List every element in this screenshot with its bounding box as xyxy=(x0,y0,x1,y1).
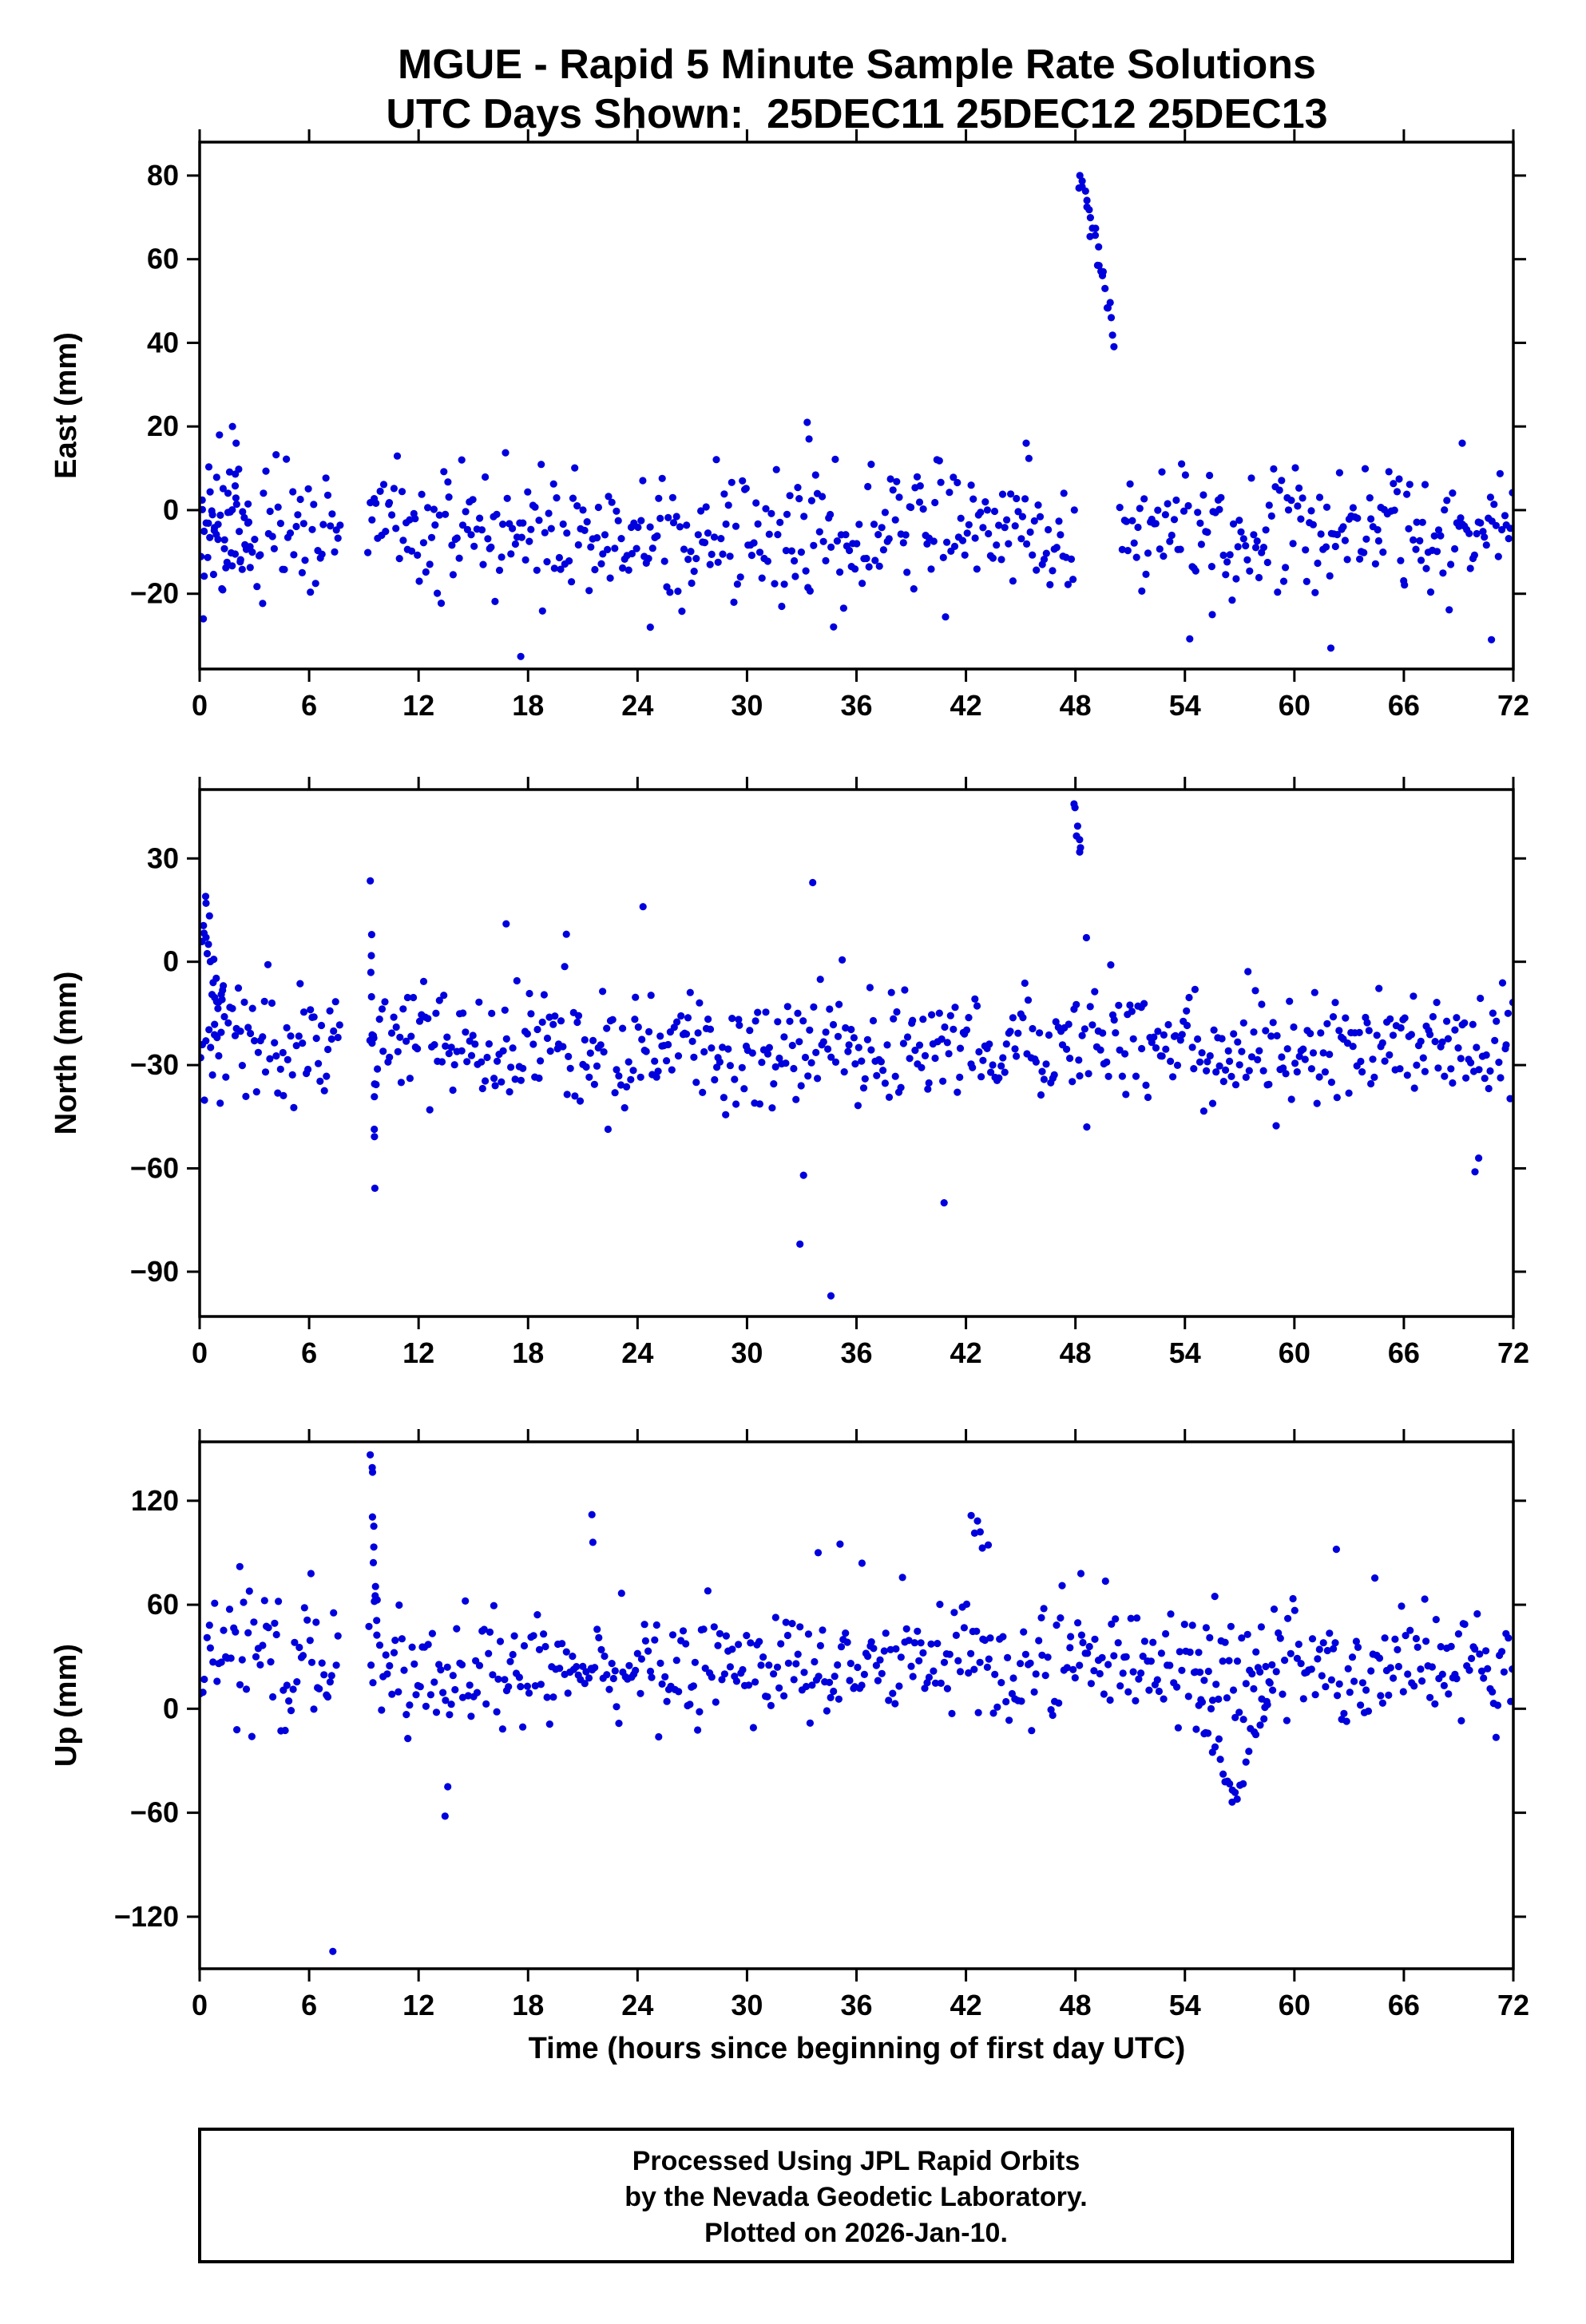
y-axis-label-east: East (mm) xyxy=(50,332,83,479)
svg-text:−60: −60 xyxy=(130,1152,179,1185)
svg-text:12: 12 xyxy=(402,689,434,722)
svg-text:60: 60 xyxy=(147,243,179,275)
svg-text:60: 60 xyxy=(1279,689,1310,722)
svg-text:12: 12 xyxy=(402,1989,434,2021)
svg-text:30: 30 xyxy=(731,1989,763,2021)
svg-text:24: 24 xyxy=(621,1336,653,1369)
svg-text:42: 42 xyxy=(950,689,982,722)
svg-text:48: 48 xyxy=(1060,1989,1092,2021)
svg-text:72: 72 xyxy=(1497,689,1529,722)
svg-text:0: 0 xyxy=(192,1336,208,1369)
svg-text:54: 54 xyxy=(1169,689,1201,722)
svg-text:120: 120 xyxy=(131,1484,179,1517)
svg-text:72: 72 xyxy=(1497,1989,1529,2021)
svg-text:24: 24 xyxy=(621,1989,653,2021)
svg-text:0: 0 xyxy=(163,945,179,978)
svg-text:18: 18 xyxy=(512,689,544,722)
svg-text:18: 18 xyxy=(512,1989,544,2021)
svg-text:42: 42 xyxy=(950,1336,982,1369)
svg-text:30: 30 xyxy=(731,1336,763,1369)
svg-text:20: 20 xyxy=(147,410,179,442)
svg-text:48: 48 xyxy=(1060,689,1092,722)
y-axis-label-up: Up (mm) xyxy=(50,1644,83,1767)
svg-text:60: 60 xyxy=(1279,1336,1310,1369)
svg-text:48: 48 xyxy=(1060,1336,1092,1369)
svg-text:66: 66 xyxy=(1388,1336,1420,1369)
svg-text:−90: −90 xyxy=(130,1255,179,1288)
svg-text:30: 30 xyxy=(147,841,179,874)
svg-text:36: 36 xyxy=(840,1989,872,2021)
footer-line2: by the Nevada Geodetic Laboratory. xyxy=(624,2182,1088,2212)
svg-text:6: 6 xyxy=(301,1336,317,1369)
svg-text:−120: −120 xyxy=(114,1900,179,1933)
svg-text:−60: −60 xyxy=(130,1796,179,1829)
svg-text:−20: −20 xyxy=(130,577,179,610)
svg-text:0: 0 xyxy=(163,1692,179,1724)
y-axis-label-north: North (mm) xyxy=(50,972,83,1135)
svg-text:12: 12 xyxy=(402,1336,434,1369)
svg-text:0: 0 xyxy=(192,1989,208,2021)
chart-title: MGUE - Rapid 5 Minute Sample Rate Soluti… xyxy=(126,40,1586,139)
chart-panel-east: 0 6 12 18 24 30 36 42 48 54 60 66 72 −20 0 20 40 60 80 East… xyxy=(50,129,1529,722)
svg-text:40: 40 xyxy=(147,326,179,358)
svg-text:54: 54 xyxy=(1169,1989,1201,2021)
svg-text:6: 6 xyxy=(301,689,317,722)
svg-text:60: 60 xyxy=(1279,1989,1310,2021)
footer-line3: Plotted on 2026-Jan-10. xyxy=(704,2218,1008,2248)
svg-text:72: 72 xyxy=(1497,1336,1529,1369)
svg-text:60: 60 xyxy=(147,1588,179,1621)
chart-title-line1: MGUE - Rapid 5 Minute Sample Rate Soluti… xyxy=(398,42,1316,88)
svg-text:24: 24 xyxy=(621,689,653,722)
svg-text:66: 66 xyxy=(1388,1989,1420,2021)
svg-text:0: 0 xyxy=(192,689,208,722)
svg-text:−30: −30 xyxy=(130,1048,179,1081)
footer-box: Processed Using JPL Rapid Orbits by the … xyxy=(198,2128,1514,2263)
svg-text:36: 36 xyxy=(840,689,872,722)
svg-text:6: 6 xyxy=(301,1989,317,2021)
chart-panel-north: 0 6 12 18 24 30 36 42 48 54 60 66 72 −90 −60 −30 0 30 Nort… xyxy=(50,777,1529,1369)
x-axis-label: Time (hours since beginning of first day… xyxy=(528,2032,1186,2065)
footer-line1: Processed Using JPL Rapid Orbits xyxy=(632,2146,1080,2176)
svg-text:30: 30 xyxy=(731,689,763,722)
svg-text:54: 54 xyxy=(1169,1336,1201,1369)
svg-text:80: 80 xyxy=(147,159,179,192)
svg-text:42: 42 xyxy=(950,1989,982,2021)
svg-text:66: 66 xyxy=(1388,689,1420,722)
svg-text:18: 18 xyxy=(512,1336,544,1369)
chart-panel-up: 0 6 12 18 24 30 36 42 48 54 60 66 72 −120 −60 0 60 120 Up … xyxy=(50,1429,1529,2021)
svg-text:36: 36 xyxy=(840,1336,872,1369)
svg-text:0: 0 xyxy=(163,493,179,526)
